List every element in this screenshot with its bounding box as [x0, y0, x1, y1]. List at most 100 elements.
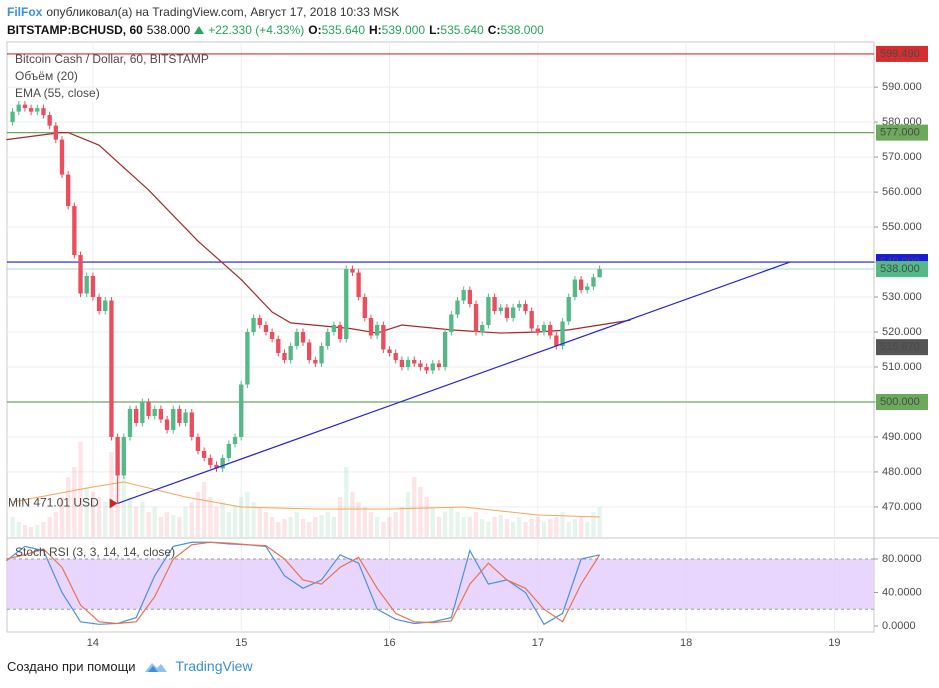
candle-body: [103, 300, 108, 312]
candle-body: [171, 408, 176, 430]
candle-body: [405, 359, 411, 367]
candle-body: [523, 304, 528, 312]
volume-bar: [294, 512, 299, 537]
candle-body: [140, 401, 145, 423]
volume-bar: [239, 497, 244, 537]
volume-bar: [356, 502, 361, 537]
volume-bar: [16, 522, 21, 537]
author[interactable]: FilFox: [7, 5, 43, 19]
volume-bar: [276, 522, 281, 537]
volume-bar: [195, 492, 201, 537]
y-tick-label: 570.000: [882, 151, 922, 163]
candle-body: [269, 332, 275, 339]
volume-bar: [319, 515, 324, 537]
stoch-line: [6, 541, 600, 626]
volume-bar: [362, 507, 367, 537]
y-tick-label: 490.000: [882, 431, 922, 443]
legend-entry: Bitcoin Cash / Dollar, 60, BITSTAMP: [15, 52, 209, 66]
candle-body: [541, 325, 547, 333]
candle-body: [189, 412, 194, 437]
candle-body: [356, 272, 361, 298]
candle-body: [461, 290, 466, 301]
volume-bar: [344, 467, 349, 537]
candle-body: [381, 325, 386, 350]
candle-body: [78, 255, 83, 294]
candle-body: [498, 307, 503, 312]
candle-body: [374, 325, 380, 336]
volume-bar: [257, 507, 262, 537]
volume-bar: [208, 497, 213, 537]
candle-body: [424, 366, 429, 371]
change: +22.330 (+4.33%): [208, 23, 305, 37]
candle-body: [53, 125, 58, 140]
volume-bar: [183, 507, 188, 537]
candle-body: [177, 408, 182, 423]
candle-body: [572, 279, 578, 298]
level-label-bg: [876, 45, 928, 62]
volume-bar: [430, 507, 435, 537]
volume-bar: [578, 517, 584, 537]
volume-bar: [84, 487, 89, 537]
volume-bar: [331, 517, 337, 537]
candle-body: [257, 318, 262, 326]
volume-bar: [269, 517, 275, 537]
candle-body: [47, 115, 52, 126]
level-label: 500.000: [880, 396, 920, 408]
volume-bar: [368, 512, 374, 537]
candle-body: [337, 325, 343, 339]
level-label-bg: [876, 339, 928, 356]
candle-body: [449, 314, 454, 333]
volume-bar: [504, 519, 510, 537]
volume-bar: [337, 497, 343, 537]
candle-body: [152, 408, 157, 416]
volume-bar: [146, 512, 151, 537]
candle-body: [585, 286, 590, 291]
brand-logo[interactable]: [144, 658, 168, 674]
volume-bar: [35, 525, 40, 537]
candle-body: [480, 325, 485, 333]
candle-body: [16, 104, 21, 112]
brand[interactable]: TradingView: [175, 658, 253, 674]
volume-bar: [412, 477, 417, 537]
stoch-line: [6, 541, 601, 625]
y-tick-label: 470.000: [882, 501, 922, 513]
level-label-bg: [876, 124, 928, 141]
candle-body: [436, 363, 442, 367]
volume-bar: [393, 512, 398, 537]
volume-bar: [597, 507, 602, 537]
volume-bar: [288, 517, 293, 537]
volume-bar: [510, 522, 516, 537]
candle-body: [325, 332, 330, 346]
ohlc-value: 535.640: [321, 23, 365, 37]
candle-body: [473, 304, 479, 333]
volume-bar: [541, 522, 547, 537]
candle-body: [418, 363, 423, 367]
candle-body: [133, 408, 139, 423]
volume-bar: [399, 507, 405, 537]
candle-body: [368, 318, 374, 336]
candle-body: [35, 108, 40, 112]
candle-body: [344, 269, 349, 339]
header: FilFox опубликовал(а) на TradingView.com…: [7, 3, 548, 39]
candle-body: [220, 457, 225, 469]
candle-body: [214, 464, 219, 469]
y-tick-label: 590.000: [882, 81, 922, 93]
candle-body: [90, 276, 96, 298]
candle-body: [146, 401, 151, 416]
candle-body: [566, 297, 571, 322]
candle-body: [307, 342, 312, 360]
candle-body: [504, 307, 510, 319]
stoch-title: Stoch RSI (3, 3, 14, 14, close): [15, 545, 175, 559]
volume-bar: [96, 497, 102, 537]
volume-bar: [461, 517, 466, 537]
min-marker: [109, 498, 118, 509]
volume-bar: [28, 527, 34, 537]
candle-body: [158, 408, 164, 420]
volume-bar: [300, 519, 306, 537]
volume-bar: [313, 517, 318, 537]
volume-bar: [449, 507, 454, 537]
footer: Создано при помощи TradingView: [7, 658, 253, 674]
volume-bar: [72, 467, 77, 537]
level-label-bg: [876, 393, 928, 410]
